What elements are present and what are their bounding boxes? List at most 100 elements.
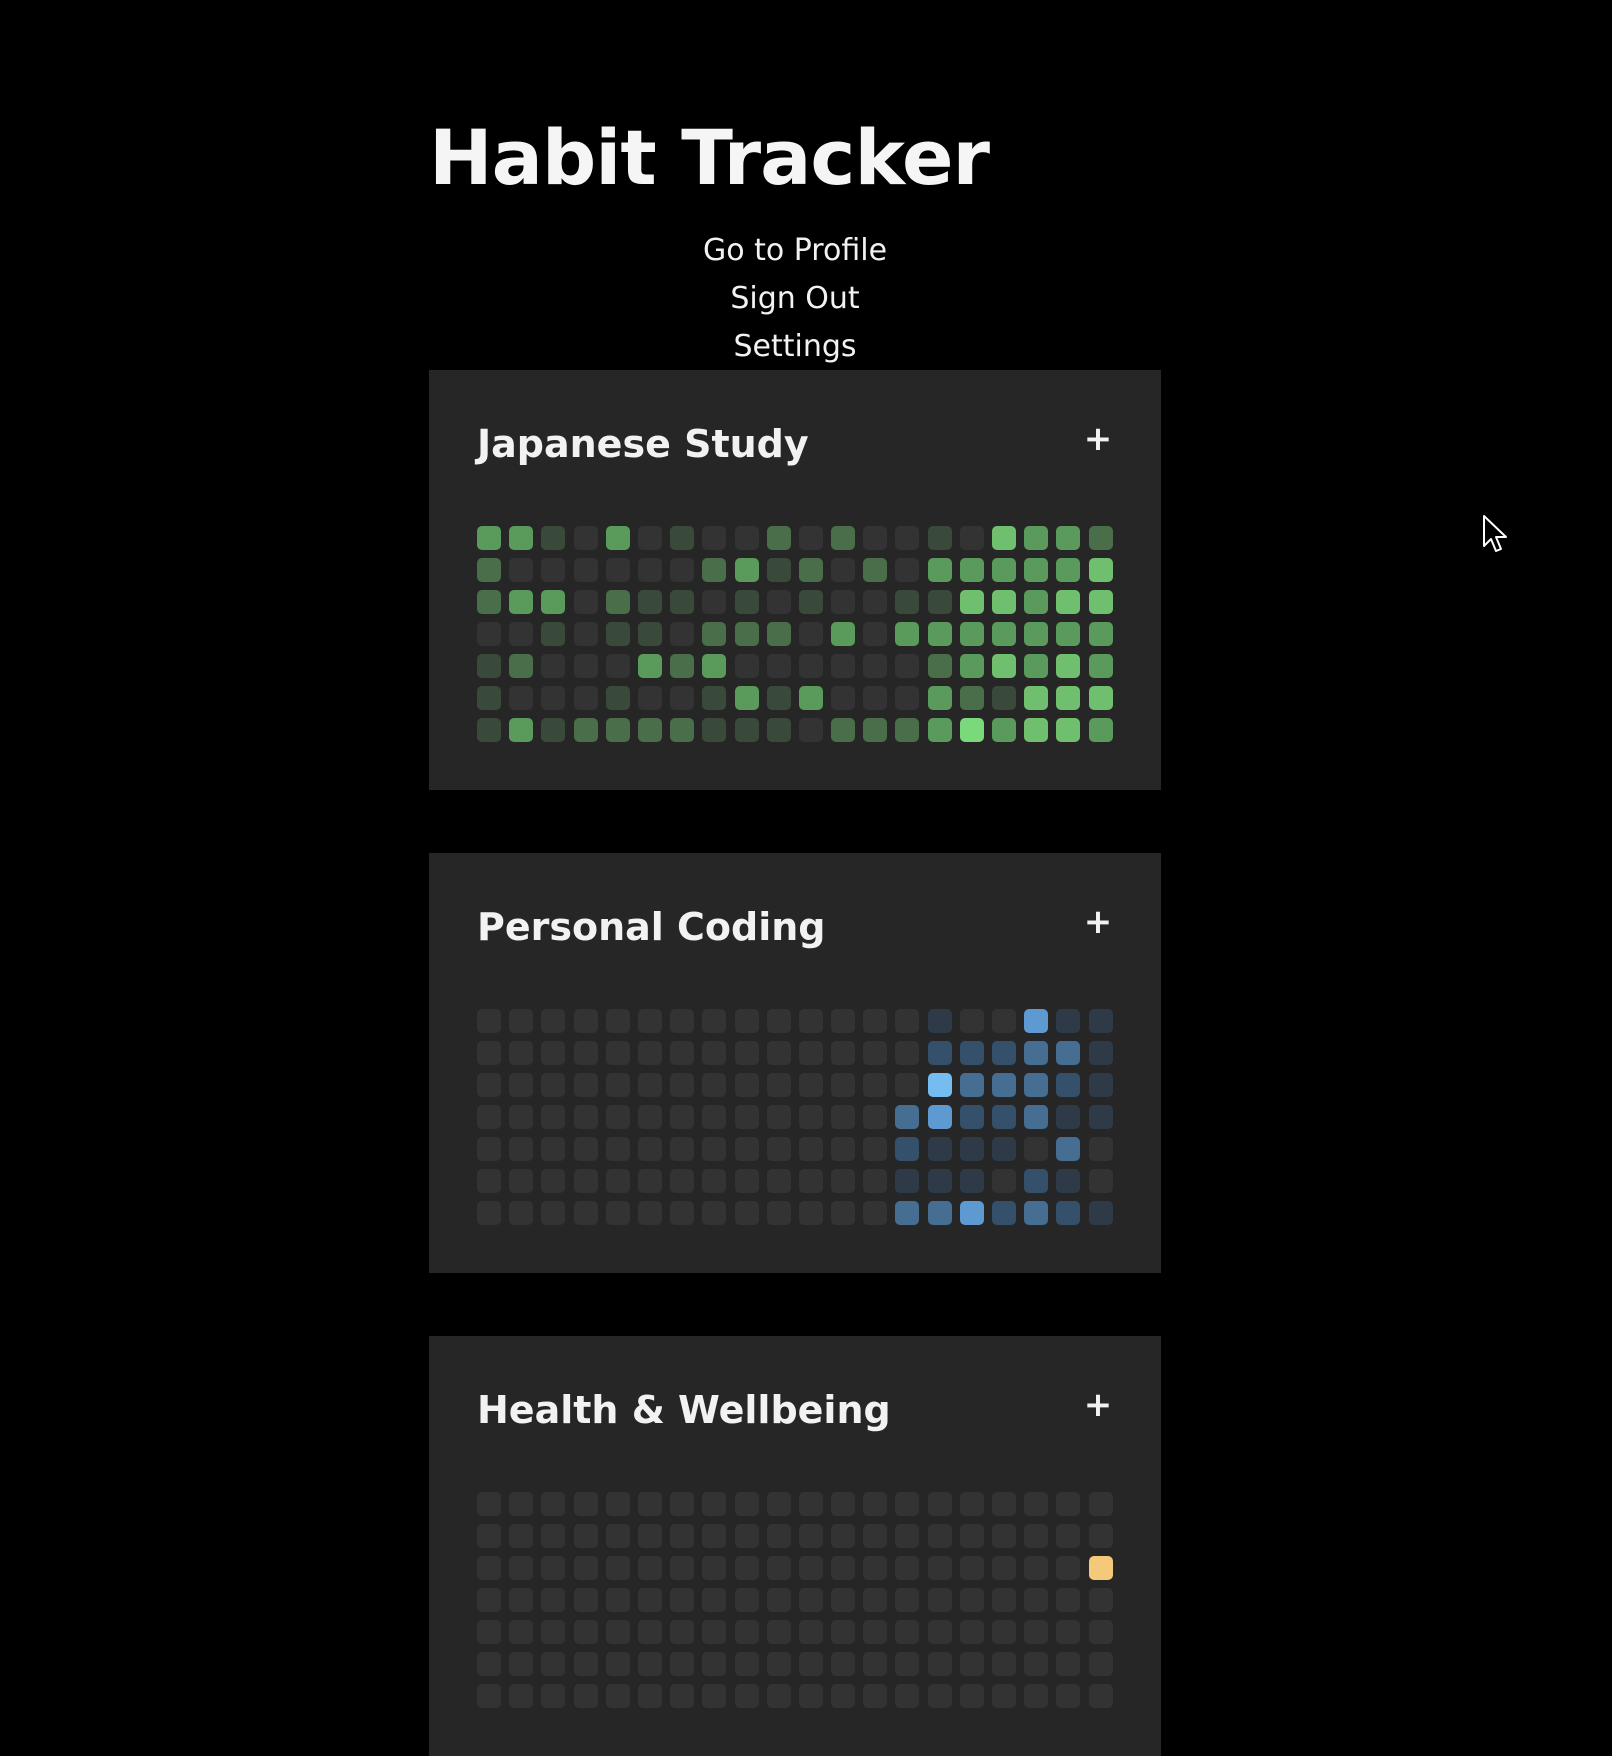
habit-day-cell[interactable] [992, 1588, 1016, 1612]
habit-day-cell[interactable] [831, 622, 856, 646]
habit-day-cell[interactable] [798, 558, 823, 582]
habit-day-cell[interactable] [637, 1201, 662, 1225]
habit-day-cell[interactable] [702, 622, 727, 646]
habit-day-cell[interactable] [959, 1041, 984, 1065]
habit-day-cell[interactable] [541, 558, 566, 582]
habit-day-cell[interactable] [605, 1492, 630, 1516]
habit-day-cell[interactable] [798, 1169, 823, 1193]
habit-day-cell[interactable] [541, 1588, 566, 1612]
habit-day-cell[interactable] [959, 654, 984, 678]
habit-day-cell[interactable] [831, 1524, 856, 1548]
habit-day-cell[interactable] [766, 1009, 791, 1033]
habit-day-cell[interactable] [637, 686, 662, 710]
habit-day-cell[interactable] [1056, 654, 1081, 678]
habit-day-cell[interactable] [959, 590, 984, 614]
habit-day-cell[interactable] [1024, 1684, 1049, 1708]
habit-day-cell[interactable] [863, 1137, 888, 1161]
habit-day-cell[interactable] [863, 1041, 888, 1065]
habit-day-cell[interactable] [959, 526, 984, 550]
habit-day-cell[interactable] [573, 1169, 598, 1193]
habit-day-cell[interactable] [477, 1588, 501, 1612]
habit-day-cell[interactable] [959, 1684, 984, 1708]
habit-day-cell[interactable] [895, 1652, 920, 1676]
habit-day-cell[interactable] [1024, 1105, 1049, 1129]
habit-day-cell[interactable] [992, 1652, 1016, 1676]
habit-day-cell[interactable] [1088, 686, 1113, 710]
habit-day-cell[interactable] [1056, 590, 1081, 614]
habit-day-cell[interactable] [541, 718, 566, 742]
habit-day-cell[interactable] [831, 1009, 856, 1033]
habit-day-cell[interactable] [895, 590, 920, 614]
habit-day-cell[interactable] [1088, 622, 1113, 646]
habit-day-cell[interactable] [734, 1652, 759, 1676]
habit-day-cell[interactable] [895, 1105, 920, 1129]
habit-day-cell[interactable] [895, 1169, 920, 1193]
habit-day-cell[interactable] [798, 1137, 823, 1161]
habit-day-cell[interactable] [734, 1684, 759, 1708]
habit-day-cell[interactable] [734, 1556, 759, 1580]
habit-day-cell[interactable] [1024, 1041, 1049, 1065]
habit-day-cell[interactable] [477, 526, 501, 550]
habit-day-cell[interactable] [670, 526, 695, 550]
habit-day-cell[interactable] [477, 1137, 501, 1161]
habit-day-cell[interactable] [734, 526, 759, 550]
habit-day-cell[interactable] [509, 1492, 534, 1516]
habit-day-cell[interactable] [573, 526, 598, 550]
habit-day-cell[interactable] [831, 718, 856, 742]
habit-day-cell[interactable] [798, 1492, 823, 1516]
habit-day-cell[interactable] [1088, 1620, 1113, 1644]
habit-day-cell[interactable] [895, 654, 920, 678]
habit-day-cell[interactable] [702, 1684, 727, 1708]
habit-day-cell[interactable] [605, 1201, 630, 1225]
habit-day-cell[interactable] [831, 654, 856, 678]
habit-day-cell[interactable] [766, 1041, 791, 1065]
habit-day-cell[interactable] [1088, 1524, 1113, 1548]
habit-day-cell[interactable] [573, 1492, 598, 1516]
habit-day-cell[interactable] [895, 1524, 920, 1548]
habit-day-cell[interactable] [605, 718, 630, 742]
habit-day-cell[interactable] [509, 1073, 534, 1097]
habit-day-cell[interactable] [637, 1556, 662, 1580]
habit-day-cell[interactable] [702, 1041, 727, 1065]
habit-day-cell[interactable] [637, 526, 662, 550]
habit-day-cell[interactable] [541, 590, 566, 614]
habit-day-cell[interactable] [702, 1009, 727, 1033]
habit-day-cell[interactable] [1056, 1137, 1081, 1161]
habit-day-cell[interactable] [509, 1652, 534, 1676]
habit-day-cell[interactable] [766, 1652, 791, 1676]
habit-day-cell[interactable] [927, 1137, 952, 1161]
habit-day-cell[interactable] [541, 1620, 566, 1644]
habit-day-cell[interactable] [927, 1009, 952, 1033]
habit-day-cell[interactable] [605, 526, 630, 550]
habit-day-cell[interactable] [734, 622, 759, 646]
habit-day-cell[interactable] [798, 1620, 823, 1644]
habit-day-cell[interactable] [509, 622, 534, 646]
habit-day-cell[interactable] [863, 1684, 888, 1708]
habit-day-cell[interactable] [637, 1073, 662, 1097]
habit-day-cell[interactable] [863, 1201, 888, 1225]
habit-day-cell[interactable] [831, 590, 856, 614]
habit-day-cell[interactable] [1056, 1041, 1081, 1065]
habit-day-cell[interactable] [509, 1169, 534, 1193]
habit-day-cell[interactable] [509, 1009, 534, 1033]
habit-day-cell[interactable] [831, 1041, 856, 1065]
habit-day-cell[interactable] [992, 590, 1016, 614]
habit-day-cell[interactable] [670, 1073, 695, 1097]
habit-day-cell[interactable] [702, 558, 727, 582]
habit-day-cell[interactable] [1088, 1492, 1113, 1516]
habit-day-cell[interactable] [1056, 558, 1081, 582]
habit-day-cell[interactable] [734, 1169, 759, 1193]
habit-day-cell[interactable] [477, 1041, 501, 1065]
habit-day-cell[interactable] [927, 1073, 952, 1097]
habit-day-cell[interactable] [895, 1492, 920, 1516]
habit-day-cell[interactable] [863, 718, 888, 742]
habit-day-cell[interactable] [1056, 1684, 1081, 1708]
habit-day-cell[interactable] [605, 1556, 630, 1580]
habit-day-cell[interactable] [637, 1009, 662, 1033]
habit-day-cell[interactable] [959, 1652, 984, 1676]
habit-day-cell[interactable] [670, 1588, 695, 1612]
habit-day-cell[interactable] [734, 1073, 759, 1097]
habit-day-cell[interactable] [637, 1169, 662, 1193]
habit-day-cell[interactable] [766, 1588, 791, 1612]
habit-day-cell[interactable] [541, 1073, 566, 1097]
